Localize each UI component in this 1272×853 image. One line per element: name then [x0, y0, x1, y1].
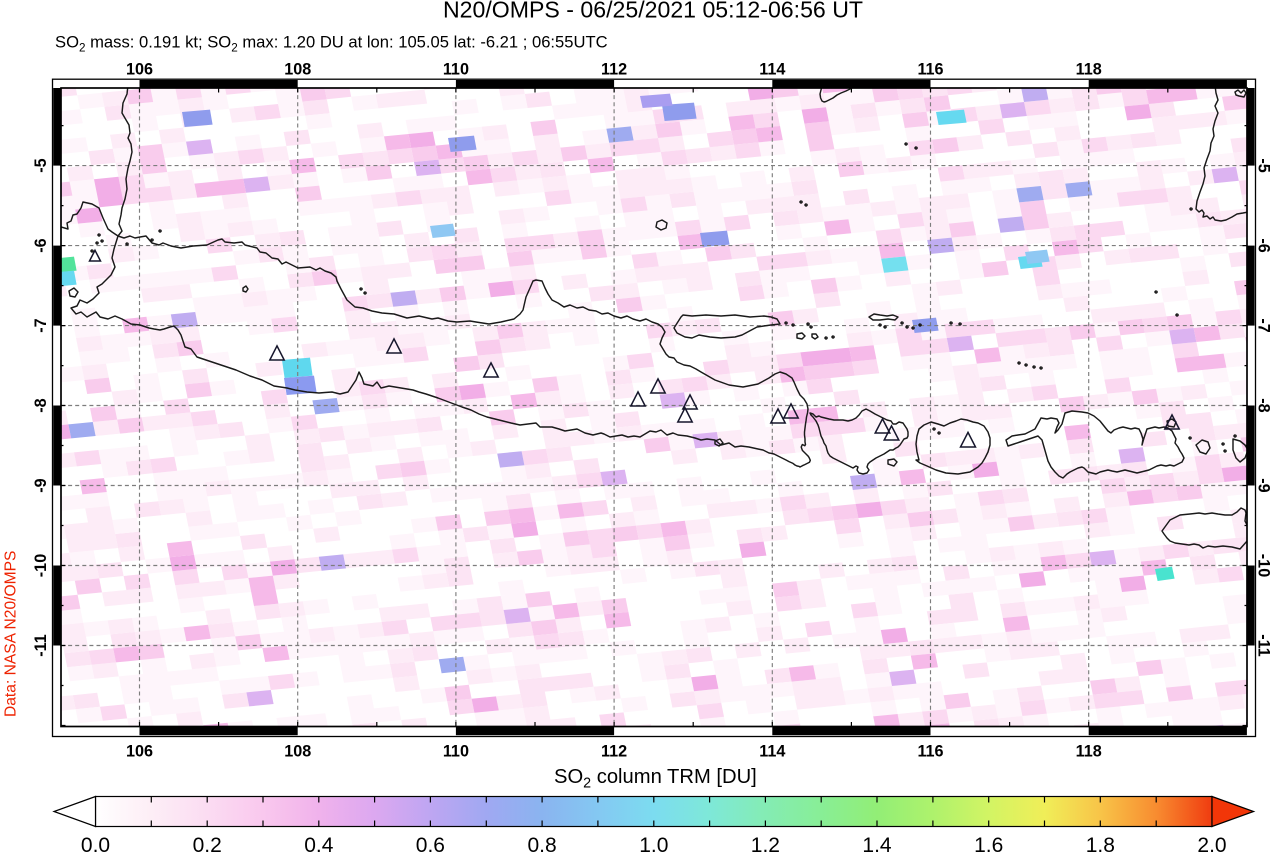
svg-text:-7: -7 — [1255, 318, 1272, 332]
svg-text:110: 110 — [443, 743, 469, 761]
svg-text:112: 112 — [601, 743, 627, 761]
svg-text:-9: -9 — [32, 478, 50, 492]
svg-text:118: 118 — [1076, 61, 1102, 79]
svg-text:118: 118 — [1076, 743, 1102, 761]
svg-text:106: 106 — [126, 61, 153, 79]
svg-text:110: 110 — [443, 61, 469, 79]
svg-text:-8: -8 — [32, 398, 50, 412]
svg-text:114: 114 — [759, 743, 785, 761]
svg-text:106: 106 — [126, 743, 153, 761]
svg-text:-10: -10 — [1255, 554, 1272, 577]
svg-text:-9: -9 — [1255, 478, 1272, 492]
svg-text:108: 108 — [284, 61, 311, 79]
svg-text:1.8: 1.8 — [1086, 834, 1115, 853]
svg-text:-6: -6 — [1255, 238, 1272, 252]
svg-text:116: 116 — [917, 743, 943, 761]
svg-text:0.6: 0.6 — [416, 834, 445, 853]
svg-text:1.2: 1.2 — [751, 834, 780, 853]
svg-text:1.6: 1.6 — [974, 834, 1003, 853]
svg-text:114: 114 — [759, 61, 785, 79]
svg-text:0.2: 0.2 — [193, 834, 222, 853]
svg-text:2.0: 2.0 — [1197, 834, 1226, 853]
svg-text:-6: -6 — [32, 238, 50, 252]
svg-text:0.0: 0.0 — [81, 834, 110, 853]
svg-text:108: 108 — [284, 743, 311, 761]
svg-text:1.0: 1.0 — [639, 834, 668, 853]
svg-text:-5: -5 — [32, 158, 50, 172]
svg-text:N20/OMPS - 06/25/2021 05:12-06: N20/OMPS - 06/25/2021 05:12-06:56 UT — [443, 0, 863, 23]
svg-text:-7: -7 — [32, 318, 50, 332]
svg-text:-11: -11 — [32, 634, 50, 657]
svg-text:1.4: 1.4 — [862, 834, 892, 853]
svg-text:0.8: 0.8 — [527, 834, 556, 853]
svg-text:112: 112 — [601, 61, 627, 79]
svg-text:-5: -5 — [1255, 158, 1272, 172]
svg-text:SO2 mass: 0.191 kt; SO2 max: 1: SO2 mass: 0.191 kt; SO2 max: 1.20 DU at … — [55, 33, 608, 55]
svg-text:-8: -8 — [1255, 398, 1272, 412]
svg-text:116: 116 — [917, 61, 943, 79]
svg-text:0.4: 0.4 — [304, 834, 334, 853]
svg-text:Data: NASA N20/OMPS: Data: NASA N20/OMPS — [3, 551, 20, 717]
svg-text:-11: -11 — [1255, 634, 1272, 657]
svg-text:-10: -10 — [32, 554, 50, 577]
